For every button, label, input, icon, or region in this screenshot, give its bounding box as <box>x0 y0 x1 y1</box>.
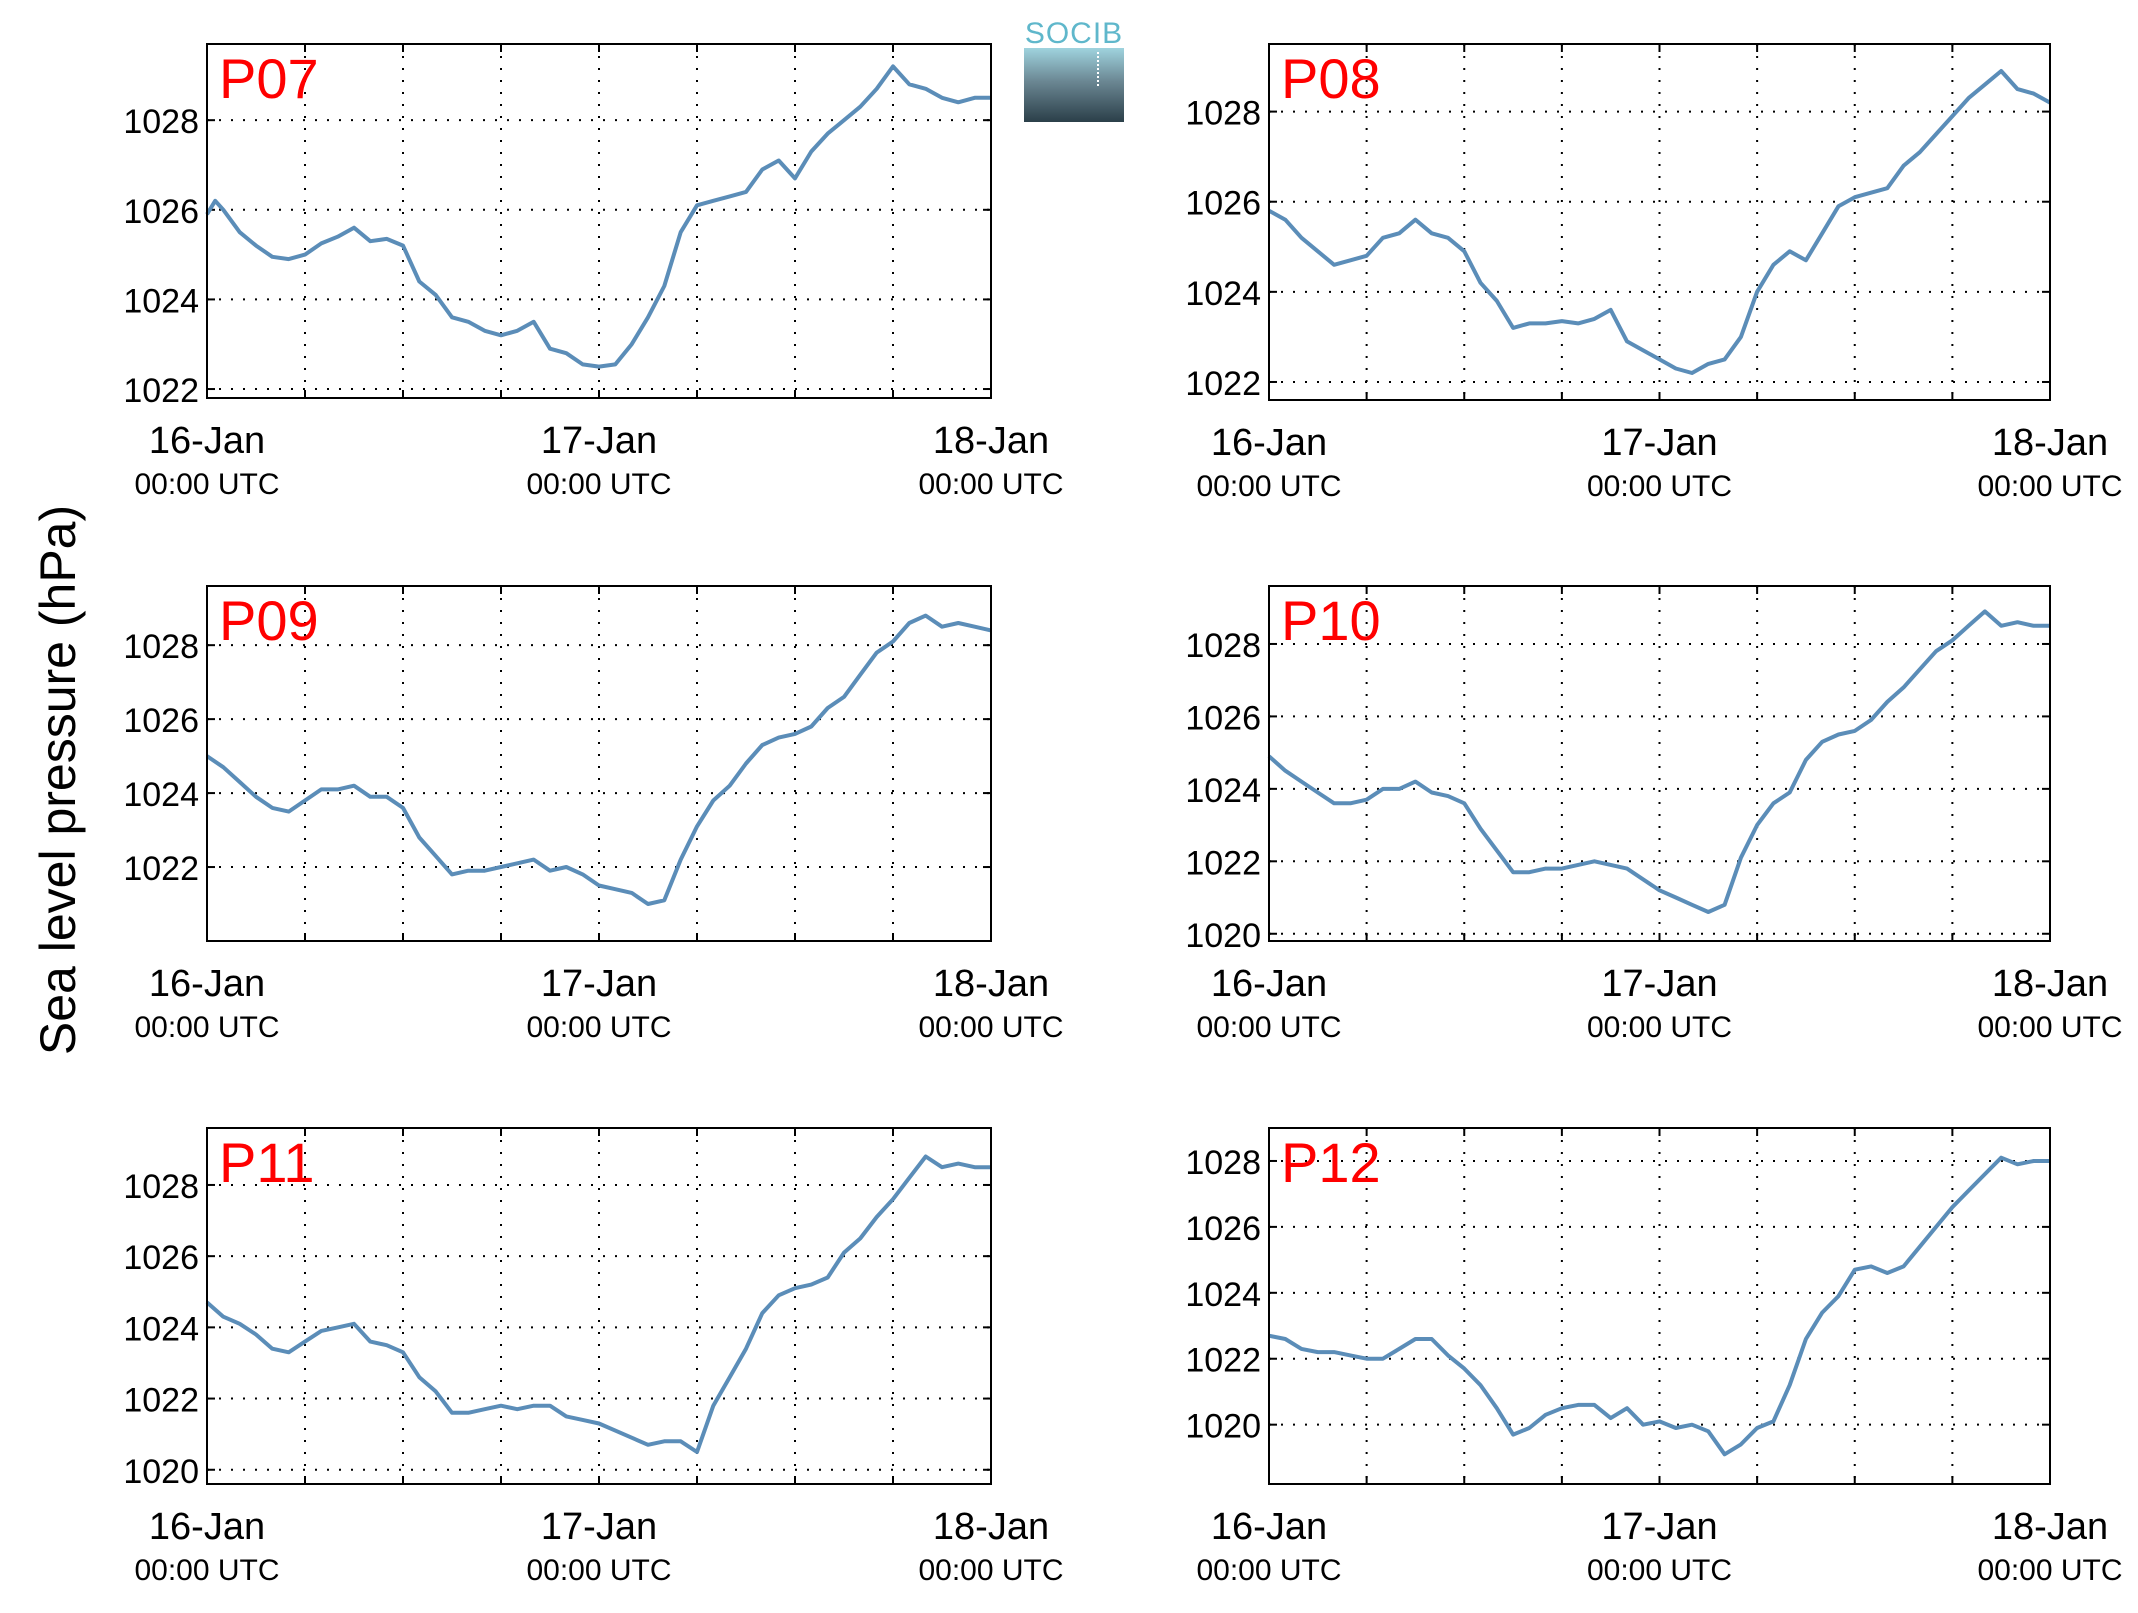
panel-label: P11 <box>219 1131 314 1194</box>
logo-box <box>1024 48 1124 122</box>
x-tick-label-time: 00:00 UTC <box>134 1554 279 1587</box>
y-tick-label: 1024 <box>123 776 199 814</box>
axes-frame <box>206 585 992 942</box>
y-tick-label: 1026 <box>123 1239 199 1277</box>
data-line-p08 <box>1268 69 2051 375</box>
axes-frame <box>206 43 992 399</box>
x-tick-label-time: 00:00 UTC <box>526 1554 671 1587</box>
panel-p10: 1020 1022 1024 1026 1028 16-Jan 00:00 UTC 17-Ja… <box>1185 585 2123 1044</box>
x-tick-label-date: 16-Jan <box>149 963 265 1005</box>
axes-frame <box>1268 43 2051 401</box>
axes-frame <box>1268 1127 2051 1485</box>
x-tick-label-date: 16-Jan <box>1211 422 1327 464</box>
x-tick-label-date: 17-Jan <box>1601 963 1717 1005</box>
y-tick-label: 1022 <box>1185 365 1261 403</box>
panel-label: P08 <box>1281 47 1381 110</box>
panel-label: P07 <box>219 47 319 110</box>
y-tick-label: 1028 <box>1185 95 1261 133</box>
y-axis-label-container: Sea level pressure (hPa) <box>28 505 88 1055</box>
x-tick-label-time: 00:00 UTC <box>1977 1011 2122 1044</box>
x-tick-label-time: 00:00 UTC <box>134 1011 279 1044</box>
y-tick-label: 1024 <box>123 1310 199 1348</box>
x-tick-label-date: 17-Jan <box>1601 1506 1717 1548</box>
y-tick-label: 1028 <box>123 103 199 141</box>
x-tick-label-time: 00:00 UTC <box>918 1554 1063 1587</box>
data-line-p10 <box>1267 609 2050 914</box>
logo-dots <box>1097 52 1099 86</box>
x-tick-label-time: 00:00 UTC <box>1977 470 2122 503</box>
y-tick-label: 1028 <box>123 628 199 666</box>
panel-p08: 1022 1024 1026 1028 16-Jan 00:00 UTC 17-Jan 00:… <box>1185 43 2123 503</box>
logo-text: SOCIB <box>1024 17 1124 50</box>
y-axis-label: Sea level pressure (hPa) <box>30 504 86 1056</box>
data-line-p11 <box>205 1154 991 1454</box>
x-tick-label-time: 00:00 UTC <box>1587 470 1732 503</box>
y-tick-label: 1028 <box>1185 627 1261 665</box>
panel-label: P09 <box>219 589 319 652</box>
y-tick-label: 1020 <box>1185 1408 1261 1446</box>
y-tick-label: 1028 <box>1185 1144 1261 1182</box>
panel-label: P12 <box>1281 1131 1381 1194</box>
x-tick-label-date: 18-Jan <box>1992 963 2108 1005</box>
y-tick-label: 1026 <box>1185 1210 1261 1248</box>
x-tick-label-date: 16-Jan <box>1211 963 1327 1005</box>
panel-p11: 1020 1022 1024 1026 1028 16-Jan 00:00 UTC 17-Ja… <box>123 1127 1064 1587</box>
y-tick-label: 1022 <box>123 1382 199 1420</box>
y-tick-label: 1020 <box>1185 917 1261 955</box>
x-tick-label-date: 17-Jan <box>541 963 657 1005</box>
axes-frame <box>206 1127 992 1485</box>
x-tick-label-time: 00:00 UTC <box>526 1011 671 1044</box>
y-tick-label: 1024 <box>1185 275 1261 313</box>
y-tick-label: 1026 <box>123 193 199 231</box>
x-tick-label-date: 18-Jan <box>1992 1506 2108 1548</box>
x-tick-label-time: 00:00 UTC <box>1196 1554 1341 1587</box>
y-tick-label: 1022 <box>1185 1342 1261 1380</box>
panel-p07: 1022 1024 1026 1028 16-Jan 00:00 UTC 17-Jan 00:… <box>123 43 1064 501</box>
y-tick-label: 1022 <box>123 372 199 410</box>
y-tick-label: 1024 <box>123 282 199 320</box>
axes-frame <box>1268 585 2051 942</box>
x-tick-label-date: 17-Jan <box>541 420 657 462</box>
socib-logo: SOCIB <box>1024 18 1124 122</box>
data-line-p09 <box>205 613 992 906</box>
x-tick-label-time: 00:00 UTC <box>918 468 1063 501</box>
y-tick-label: 1026 <box>123 702 199 740</box>
y-tick-label: 1022 <box>1185 844 1261 882</box>
x-tick-label-date: 17-Jan <box>541 1506 657 1548</box>
y-tick-label: 1022 <box>123 850 199 888</box>
y-tick-label: 1020 <box>123 1453 199 1491</box>
x-tick-label-date: 17-Jan <box>1601 422 1717 464</box>
y-tick-label: 1026 <box>1185 185 1261 223</box>
x-tick-label-time: 00:00 UTC <box>1977 1554 2122 1587</box>
panel-label: P10 <box>1281 589 1381 652</box>
panel-p09: 1022 1024 1026 1028 16-Jan 00:00 UTC 17-Jan 00:… <box>123 585 1064 1044</box>
y-tick-label: 1028 <box>123 1168 199 1206</box>
x-tick-label-time: 00:00 UTC <box>1196 1011 1341 1044</box>
y-tick-label: 1026 <box>1185 699 1261 737</box>
x-tick-label-date: 18-Jan <box>1992 422 2108 464</box>
data-line-p12 <box>1268 1155 2050 1457</box>
y-tick-label: 1024 <box>1185 1276 1261 1314</box>
x-tick-label-time: 00:00 UTC <box>1587 1554 1732 1587</box>
data-line-p07 <box>205 64 991 369</box>
x-tick-label-time: 00:00 UTC <box>1196 470 1341 503</box>
x-tick-label-time: 00:00 UTC <box>918 1011 1063 1044</box>
x-tick-label-date: 18-Jan <box>933 1506 1049 1548</box>
x-tick-label-time: 00:00 UTC <box>1587 1011 1732 1044</box>
x-tick-label-time: 00:00 UTC <box>526 468 671 501</box>
x-tick-label-date: 18-Jan <box>933 963 1049 1005</box>
panel-p12: 1020 1022 1024 1026 1028 16-Jan 00:00 UTC 17-Ja… <box>1185 1127 2123 1587</box>
y-tick-label: 1024 <box>1185 772 1261 810</box>
x-tick-label-time: 00:00 UTC <box>134 468 279 501</box>
x-tick-label-date: 16-Jan <box>149 1506 265 1548</box>
x-tick-label-date: 18-Jan <box>933 420 1049 462</box>
x-tick-label-date: 16-Jan <box>1211 1506 1327 1548</box>
x-tick-label-date: 16-Jan <box>149 420 265 462</box>
